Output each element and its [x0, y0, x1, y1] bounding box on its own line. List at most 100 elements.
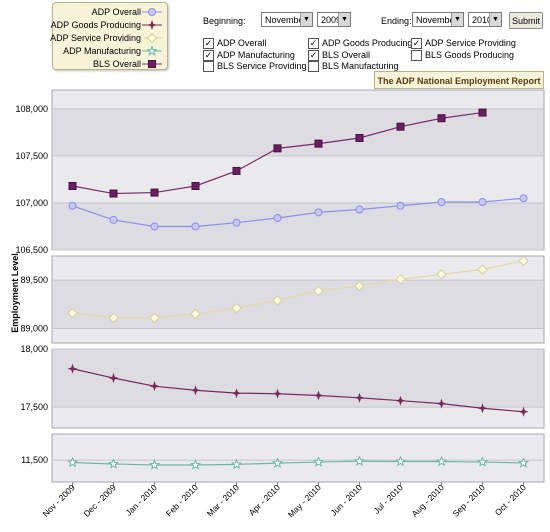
data-point — [108, 373, 119, 384]
data-point — [314, 208, 323, 217]
data-point — [355, 205, 364, 214]
data-point — [231, 388, 242, 399]
checkbox-box[interactable]: ✓ — [203, 38, 214, 49]
data-point — [273, 214, 282, 222]
data-point — [272, 295, 283, 306]
x-tick-label: Aug - 2010 — [409, 482, 446, 519]
data-point — [436, 398, 447, 409]
data-point — [394, 455, 407, 467]
checkbox-label: ADP Manufacturing — [217, 50, 295, 60]
data-point — [395, 273, 406, 285]
beginning-month-select[interactable]: November ▼ — [261, 12, 313, 27]
data-point — [354, 392, 365, 403]
x-tick-label: Nov - 2009 — [40, 482, 77, 519]
x-tick-label: May - 2010 — [286, 482, 323, 519]
x-tick-label: Jun - 2010 — [328, 482, 364, 518]
checkbox-label: BLS Service Providing — [217, 61, 307, 71]
chevron-down-icon: ▼ — [451, 13, 463, 26]
y-tick-label: 89,000 — [20, 324, 48, 334]
data-point — [477, 403, 488, 414]
checkbox-box[interactable] — [411, 50, 422, 61]
circle-marker-icon — [142, 8, 162, 16]
checkbox-box[interactable] — [308, 61, 319, 72]
data-point — [271, 457, 284, 468]
data-point — [231, 302, 242, 314]
x-tick-label: Feb - 2010 — [164, 482, 200, 518]
data-point — [313, 390, 324, 401]
data-point — [150, 188, 159, 197]
data-point — [149, 312, 160, 324]
checkbox-label: ADP Goods Producing — [322, 38, 413, 48]
x-tick-label: Dec - 2009 — [81, 482, 118, 519]
checkbox-label: ADP Overall — [217, 38, 267, 48]
x-tick-label: Mar - 2010 — [205, 482, 241, 518]
checkbox-box[interactable]: ✓ — [411, 38, 422, 49]
x-tick-label: Jul - 2010 — [371, 482, 405, 516]
checkbox-box[interactable]: ✓ — [308, 38, 319, 49]
grid-band — [53, 108, 543, 156]
data-point — [354, 280, 365, 292]
legend-item-adp-goods-producing[interactable]: ADP Goods Producing — [51, 19, 165, 32]
data-point — [312, 456, 325, 467]
legend-item-bls-overall[interactable]: BLS Overall — [53, 58, 165, 71]
chevron-down-icon: ▼ — [489, 13, 501, 26]
data-point — [436, 269, 447, 280]
y-tick-label: 107,000 — [15, 198, 48, 208]
data-point — [437, 114, 446, 123]
data-point — [437, 198, 446, 206]
data-point — [67, 307, 78, 319]
submit-button[interactable]: Submit — [509, 12, 543, 29]
data-point — [108, 312, 119, 324]
ending-month-select[interactable]: November ▼ — [412, 12, 464, 27]
square-marker-icon — [142, 60, 162, 68]
data-point — [149, 381, 160, 392]
ending-year-select[interactable]: 2010 ▼ — [468, 12, 502, 27]
series-line — [72, 197, 524, 228]
y-axis-label: Employment Level — [10, 253, 20, 333]
data-point — [109, 189, 118, 198]
y-tick-label: 17,500 — [20, 402, 48, 412]
data-point — [353, 455, 366, 466]
grid-band — [53, 280, 543, 329]
data-point — [396, 122, 405, 131]
legend-item-adp-service-providing[interactable]: ADP Service Providing — [50, 32, 165, 45]
data-point — [518, 255, 529, 267]
series-line — [72, 368, 524, 413]
beginning-year-value: 2009 — [321, 15, 342, 25]
ending-year-value: 2010 — [472, 15, 493, 25]
data-point — [190, 308, 201, 320]
data-point — [273, 144, 282, 153]
series-line — [72, 260, 524, 319]
data-point — [476, 456, 489, 467]
diamond-marker-icon — [142, 32, 162, 44]
y-tick-label: 108,000 — [15, 104, 48, 114]
data-point — [66, 456, 79, 468]
beginning-year-select[interactable]: 2009 ▼ — [317, 12, 351, 27]
legend-item-adp-manufacturing[interactable]: ADP Manufacturing — [53, 45, 165, 58]
data-point — [189, 459, 202, 470]
data-point — [109, 215, 118, 224]
data-point — [355, 134, 364, 142]
checkbox-label: BLS Goods Producing — [425, 50, 515, 60]
checkbox-box[interactable]: ✓ — [203, 50, 214, 61]
x-tick-label: Apr - 2010 — [247, 482, 282, 517]
data-point — [435, 455, 448, 467]
data-point — [478, 198, 487, 206]
data-point — [191, 222, 200, 231]
grid-band — [53, 202, 543, 250]
checkbox-box[interactable]: ✓ — [308, 50, 319, 61]
chevron-down-icon: ▼ — [300, 13, 312, 26]
data-point — [518, 406, 529, 417]
data-point — [232, 218, 241, 227]
report-title: The ADP National Employment Report — [374, 71, 544, 89]
checkbox-label: BLS Overall — [322, 50, 371, 60]
y-tick-label: 11,500 — [21, 455, 48, 465]
data-point — [150, 222, 159, 231]
data-point — [191, 182, 200, 190]
legend-item-adp-overall[interactable]: ADP Overall — [53, 6, 165, 19]
panel-background — [51, 433, 545, 483]
legend-label: BLS Overall — [92, 59, 141, 69]
ending-label: Ending: — [381, 16, 412, 26]
checkbox-box[interactable] — [203, 61, 214, 72]
